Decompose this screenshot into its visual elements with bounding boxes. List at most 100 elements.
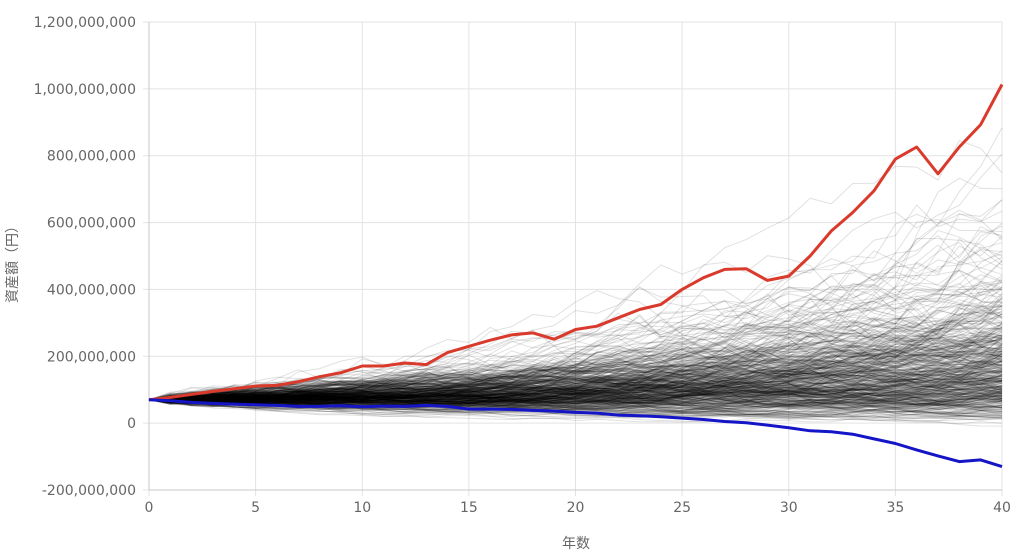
simulation-path-line (148, 347, 1003, 407)
simulation-path-line (148, 330, 1003, 404)
simulation-path-line (148, 354, 1003, 404)
simulation-path-line (148, 377, 1003, 403)
simulation-path-line (148, 399, 1003, 417)
simulation-path-line (148, 377, 1003, 401)
simulation-path-line (148, 383, 1003, 401)
simulation-path-line (148, 382, 1003, 401)
simulation-path-line (148, 307, 1003, 403)
y-tick-label: 800,000,000 (47, 149, 136, 165)
simulation-path-line (148, 307, 1003, 403)
simulation-path-line (148, 367, 1003, 406)
simulation-path-line (148, 341, 1003, 402)
simulation-path-line (148, 360, 1003, 403)
simulation-path-line (148, 355, 1003, 408)
simulation-path-line (148, 337, 1003, 402)
simulation-path-line (148, 391, 1003, 406)
simulation-path-line (148, 385, 1003, 402)
simulation-path-line (148, 377, 1003, 406)
simulation-path-line (148, 383, 1003, 408)
simulation-path-line (148, 375, 1003, 405)
simulation-path-line (148, 360, 1003, 403)
simulation-path-line (148, 375, 1003, 411)
simulation-path-line (148, 339, 1003, 404)
simulation-path-line (148, 375, 1003, 404)
simulation-path-line (148, 345, 1003, 407)
simulation-path-line (149, 377, 1003, 403)
simulation-path-line (148, 341, 1003, 403)
simulation-path-line (148, 313, 1003, 401)
simulation-path-line (148, 336, 1003, 401)
simulation-path-line (148, 359, 1003, 402)
simulation-path-line (148, 300, 1003, 401)
x-tick-label: 20 (567, 500, 585, 516)
simulation-path-line (148, 345, 1003, 401)
simulation-path-line (148, 369, 1002, 401)
simulation-path-line (148, 335, 1003, 402)
simulation-path-line (148, 377, 1003, 401)
simulation-path-line (148, 346, 1003, 407)
simulation-path-line (148, 352, 1003, 403)
simulation-path-line (148, 372, 1003, 406)
simulation-path-line (148, 244, 1003, 401)
simulation-path-line (148, 374, 1003, 401)
simulation-path-line (148, 389, 1003, 419)
simulation-path-line (148, 353, 1003, 407)
simulation-path-line (148, 225, 1003, 401)
simulation-path-line (148, 375, 1003, 404)
simulation-path-line (148, 277, 1003, 401)
simulation-path-line (148, 389, 1003, 414)
simulation-path-line (148, 358, 1003, 405)
simulation-path-line (148, 333, 1003, 401)
simulation-path-line (148, 281, 1003, 405)
simulation-path-line (148, 386, 1003, 411)
simulation-path-line (148, 383, 1003, 404)
simulation-path-line (148, 386, 1003, 414)
simulation-path-line (148, 347, 1003, 401)
simulation-path-line (148, 364, 1003, 405)
simulation-path-line (148, 308, 1003, 401)
simulation-path-line (148, 391, 1003, 410)
simulation-path-line (148, 324, 1003, 403)
simulation-path-line (148, 286, 1003, 401)
simulation-path-line (148, 347, 1003, 401)
simulation-path-line (148, 343, 1003, 406)
y-tick-label: 400,000,000 (47, 282, 136, 298)
simulation-path-line (148, 359, 1003, 402)
simulation-path-line (148, 177, 1003, 401)
simulation-path-line (148, 393, 1003, 408)
simulation-path-line (148, 377, 1003, 407)
simulation-path-line (148, 382, 1003, 405)
simulation-path-line (148, 289, 1003, 402)
simulation-path-line (148, 344, 1003, 405)
simulation-path-line (148, 334, 1003, 404)
simulation-path-line (148, 320, 1003, 406)
simulation-path-line (148, 312, 1003, 401)
simulation-path-line (148, 328, 1003, 403)
simulation-path-line (148, 385, 1003, 413)
simulation-path-line (148, 357, 1003, 401)
simulation-path-line (148, 309, 1003, 409)
simulation-path-line (148, 349, 1003, 404)
simulation-path-line (148, 352, 1003, 401)
simulation-path-line (148, 369, 1003, 401)
simulation-path-line (148, 360, 1003, 401)
simulation-path-line (148, 331, 1003, 404)
simulation-path-line (148, 393, 1003, 409)
simulation-path-line (148, 349, 1003, 406)
simulation-path-line (148, 379, 1003, 405)
simulation-path-line (148, 358, 1003, 401)
simulation-path-line (148, 343, 1003, 404)
simulation-path-line (148, 382, 1003, 406)
simulation-path-line (148, 346, 1003, 404)
simulation-path-line (148, 336, 1003, 401)
simulation-path-line (148, 384, 1003, 403)
simulation-path-line (148, 282, 1003, 404)
simulation-path-line (148, 356, 1003, 409)
simulation-path-line (148, 334, 1003, 405)
simulation-path-line (148, 346, 1003, 408)
simulation-path-line (148, 387, 1003, 416)
simulation-path-line (148, 393, 1003, 407)
simulation-path-line (148, 293, 1003, 401)
simulation-path-line (148, 397, 1003, 415)
simulation-path-line (148, 339, 1003, 409)
